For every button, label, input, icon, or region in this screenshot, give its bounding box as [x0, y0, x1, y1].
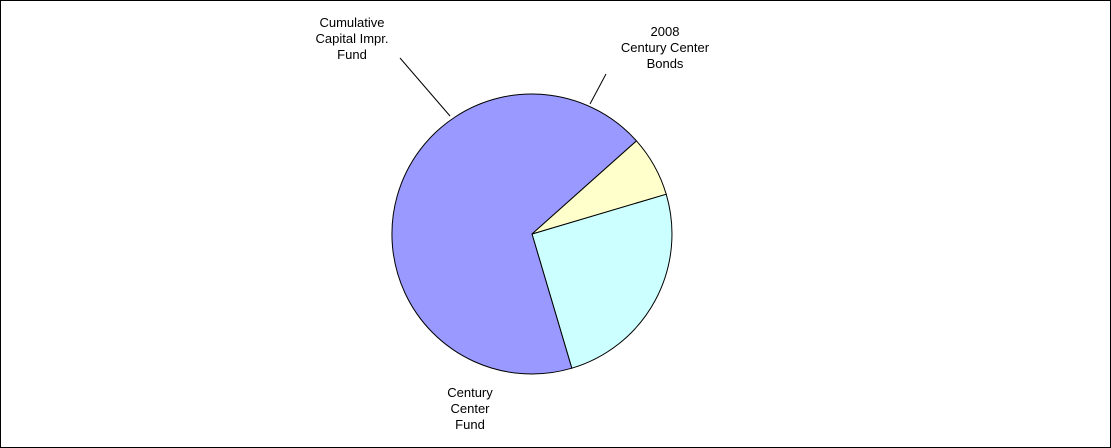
slice-label-2008-century-center-bonds: 2008 Century Center Bonds: [595, 24, 735, 72]
slice-label-century-center-fund: Century Center Fund: [420, 385, 520, 433]
leader-line-2: [400, 58, 450, 116]
leader-line-0: [590, 74, 606, 104]
slice-label-cumulative-capital-impr-fund: Cumulative Capital Impr. Fund: [292, 15, 412, 63]
pie-slices: [392, 94, 672, 374]
